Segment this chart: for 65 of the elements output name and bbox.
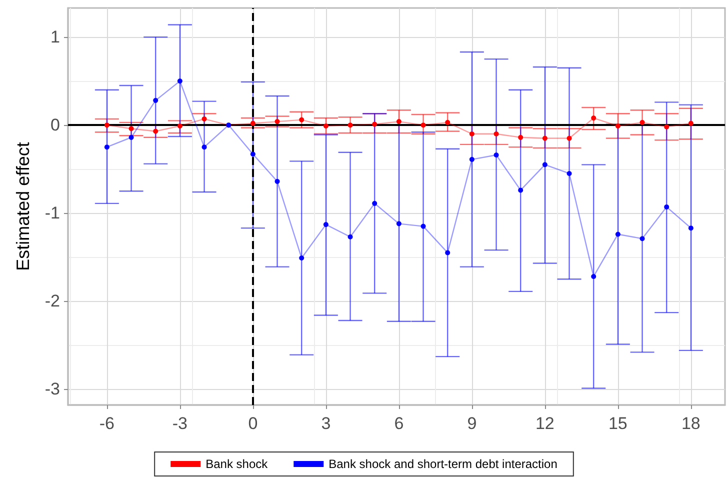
- point: [396, 221, 402, 226]
- point: [177, 123, 182, 128]
- x-tick-label: 12: [535, 414, 554, 433]
- point: [445, 120, 450, 125]
- point: [299, 255, 304, 260]
- y-axis-title: Estimated effect: [13, 142, 33, 271]
- point: [688, 120, 694, 126]
- point: [566, 136, 572, 141]
- x-tick-label: -6: [99, 414, 114, 433]
- point: [494, 152, 499, 158]
- point: [153, 98, 158, 103]
- point: [323, 123, 328, 128]
- x-tick-label: 18: [681, 414, 700, 433]
- point: [518, 134, 524, 140]
- point: [372, 122, 378, 127]
- legend-label: Bank shock and short-term debt interaction: [328, 457, 558, 471]
- point: [348, 122, 353, 128]
- y-tick-label: -2: [44, 292, 60, 311]
- point: [420, 122, 426, 128]
- point: [299, 117, 304, 122]
- y-tick-label: 0: [50, 116, 60, 135]
- point: [566, 170, 572, 176]
- point: [348, 234, 353, 240]
- point: [250, 120, 256, 126]
- point: [615, 232, 620, 237]
- x-tick-label: 15: [608, 414, 628, 433]
- point: [688, 226, 694, 231]
- point: [494, 131, 499, 136]
- point: [104, 144, 110, 150]
- y-tick-label: -3: [44, 380, 60, 399]
- point: [153, 128, 158, 134]
- point: [640, 120, 645, 125]
- point: [542, 162, 548, 168]
- point: [104, 122, 110, 128]
- point: [396, 119, 402, 124]
- point: [274, 178, 280, 184]
- point: [615, 123, 620, 128]
- point: [542, 136, 548, 141]
- point: [445, 250, 450, 256]
- point: [420, 224, 426, 229]
- point: [177, 78, 182, 84]
- point: [274, 119, 280, 124]
- point: [372, 200, 378, 206]
- point: [128, 126, 134, 132]
- y-tick-label: 1: [50, 28, 60, 47]
- x-tick-label: 6: [394, 414, 404, 433]
- point: [664, 204, 670, 210]
- legend-label: Bank shock: [206, 457, 269, 471]
- point: [323, 222, 328, 228]
- point: [591, 116, 596, 121]
- y-tick-label: -1: [44, 204, 60, 223]
- x-tick-label: 0: [248, 414, 258, 433]
- point: [128, 134, 134, 140]
- point: [591, 274, 596, 279]
- point: [250, 152, 256, 157]
- point: [518, 188, 524, 193]
- point: [202, 116, 207, 122]
- point: [469, 156, 474, 162]
- point: [469, 131, 474, 136]
- point: [202, 144, 207, 150]
- x-tick-label: 3: [321, 414, 331, 433]
- x-tick-label: -3: [172, 414, 188, 433]
- x-tick-label: 9: [467, 414, 477, 433]
- point: [664, 124, 670, 130]
- point: [640, 236, 645, 242]
